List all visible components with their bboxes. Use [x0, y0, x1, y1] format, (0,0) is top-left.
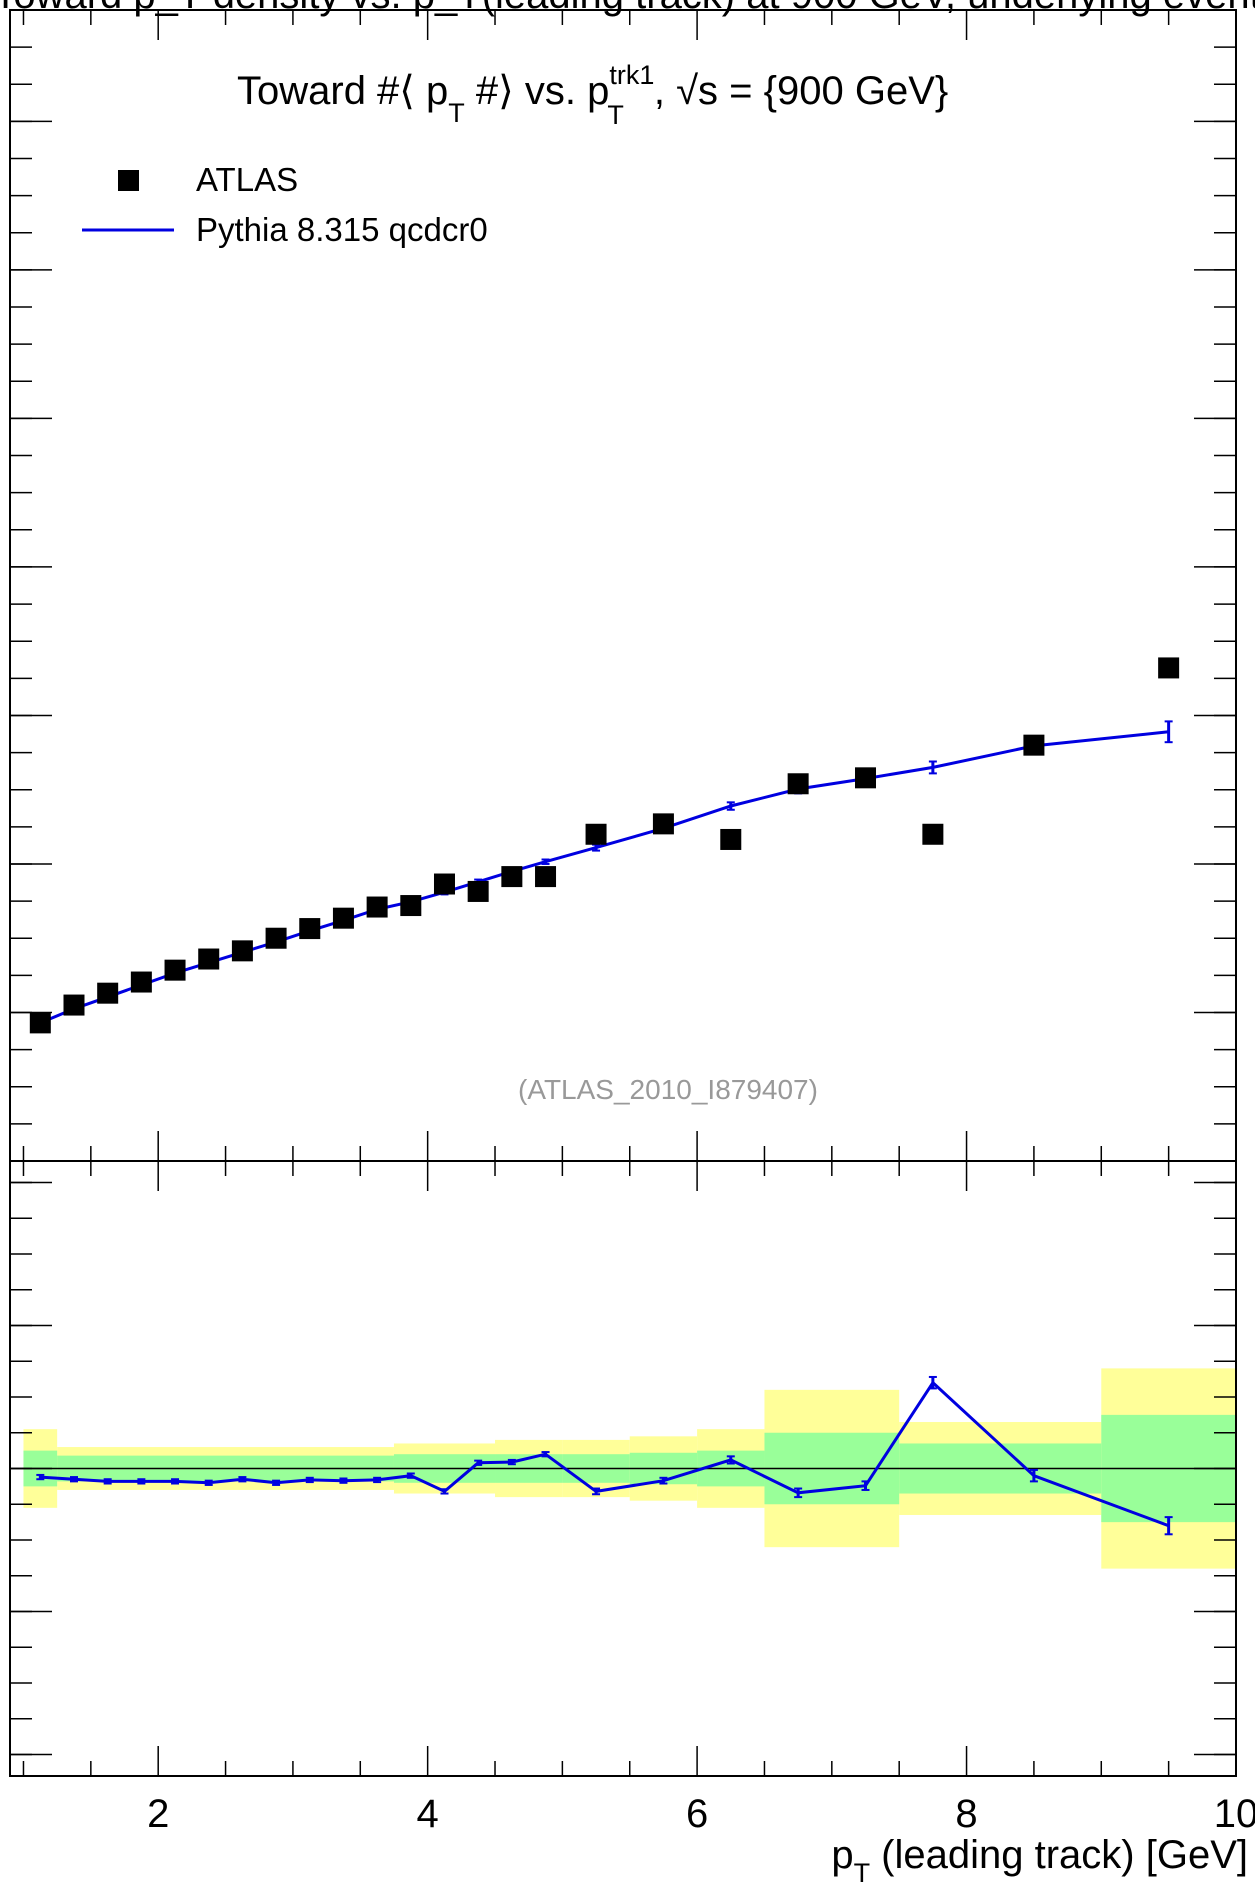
main-panel: [29, 657, 1180, 1034]
x-tick-label: 10: [1214, 1792, 1255, 1836]
data-point-atlas: [29, 1012, 51, 1034]
data-point-atlas: [501, 866, 523, 888]
data-point-atlas: [130, 971, 152, 993]
data-point-atlas: [652, 813, 674, 835]
x-tick-labels: 2 4 6 8 10: [147, 1792, 1255, 1836]
legend: ATLAS Pythia 8.315 qcdcr0: [82, 161, 488, 248]
title-sub2: T: [607, 100, 624, 130]
data-point-atlas: [467, 880, 489, 902]
x-axis-title: pT (leading track) [GeV]: [831, 1833, 1248, 1888]
x-axis-title-tail: (leading track) [GeV]: [870, 1833, 1248, 1877]
legend-label-mc: Pythia 8.315 qcdcr0: [196, 211, 488, 248]
data-point-atlas: [265, 927, 287, 949]
ratio-mc-line: [40, 1380, 1170, 1528]
data-point-atlas: [164, 959, 186, 981]
x-tick-label: 8: [955, 1792, 977, 1836]
chart-title: Toward #⟨ pT #⟩ vs. ptrk1 T, √s = {900 Ge…: [237, 60, 948, 130]
data-point-atlas: [535, 866, 557, 888]
data-point-atlas: [299, 918, 321, 940]
data-point-atlas: [720, 828, 742, 850]
title-tail: , √s = {900 GeV}: [654, 69, 948, 113]
data-point-atlas: [1023, 734, 1045, 756]
x-axis-title-main: p: [831, 1833, 853, 1877]
legend-marker-atlas: [118, 170, 139, 191]
x-tick-label: 6: [686, 1792, 708, 1836]
title-main: Toward #⟨ p: [237, 69, 448, 113]
legend-label-atlas: ATLAS: [196, 161, 298, 198]
main-frame: [9, 9, 1237, 1162]
data-point-atlas: [400, 895, 422, 917]
analysis-watermark: (ATLAS_2010_I879407): [518, 1074, 818, 1105]
data-point-atlas: [585, 823, 607, 845]
data-point-atlas: [366, 896, 388, 918]
data-point-atlas: [97, 982, 119, 1004]
mc-line: [39, 730, 1169, 1025]
data-point-atlas: [787, 773, 809, 795]
axes-frames: [9, 9, 1237, 1777]
ratio-panel: [10, 1368, 1236, 1569]
data-point-atlas: [855, 767, 877, 789]
title-sub1: T: [448, 98, 465, 128]
data-point-atlas: [63, 994, 85, 1016]
title-sup: trk1: [609, 60, 654, 90]
data-point-atlas: [231, 940, 253, 962]
top-clipped-text: Toward p_T density vs. p_T(leading track…: [0, 0, 1255, 17]
title-mid: #⟩ vs. p: [465, 69, 610, 113]
data-point-atlas: [922, 823, 944, 845]
data-point-atlas: [1158, 657, 1180, 679]
data-point-atlas: [332, 907, 354, 929]
x-tick-label: 4: [417, 1792, 439, 1836]
x-axis-title-sub: T: [854, 1858, 871, 1888]
x-tick-label: 2: [147, 1792, 169, 1836]
data-point-atlas: [433, 873, 455, 895]
data-point-atlas: [198, 948, 220, 970]
